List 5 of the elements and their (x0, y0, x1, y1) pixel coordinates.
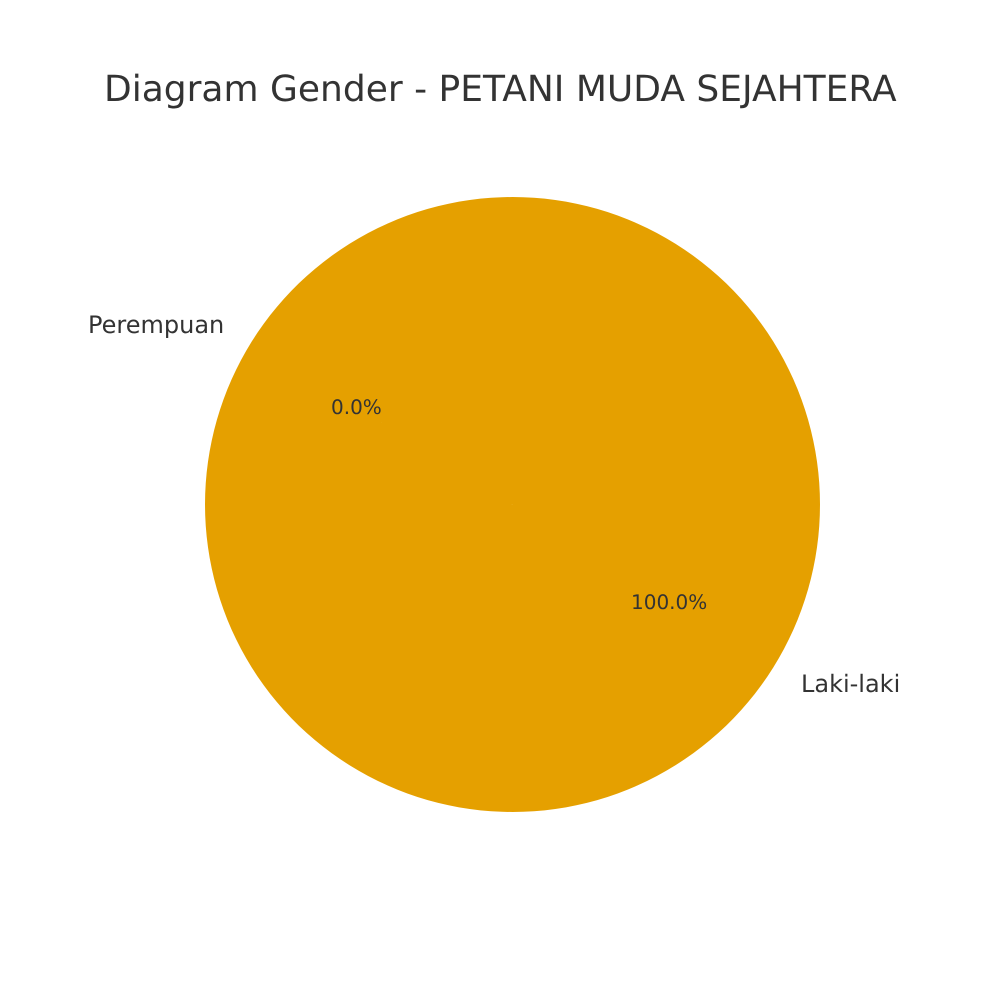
data-label: 100.0% (631, 590, 708, 614)
text: 0.0% (331, 395, 382, 419)
category-label: Perempuan (88, 311, 224, 339)
slice-label: Laki-laki (801, 670, 900, 698)
chart-title: Diagram Gender - PETANI MUDA SEJAHTERA (104, 69, 897, 110)
